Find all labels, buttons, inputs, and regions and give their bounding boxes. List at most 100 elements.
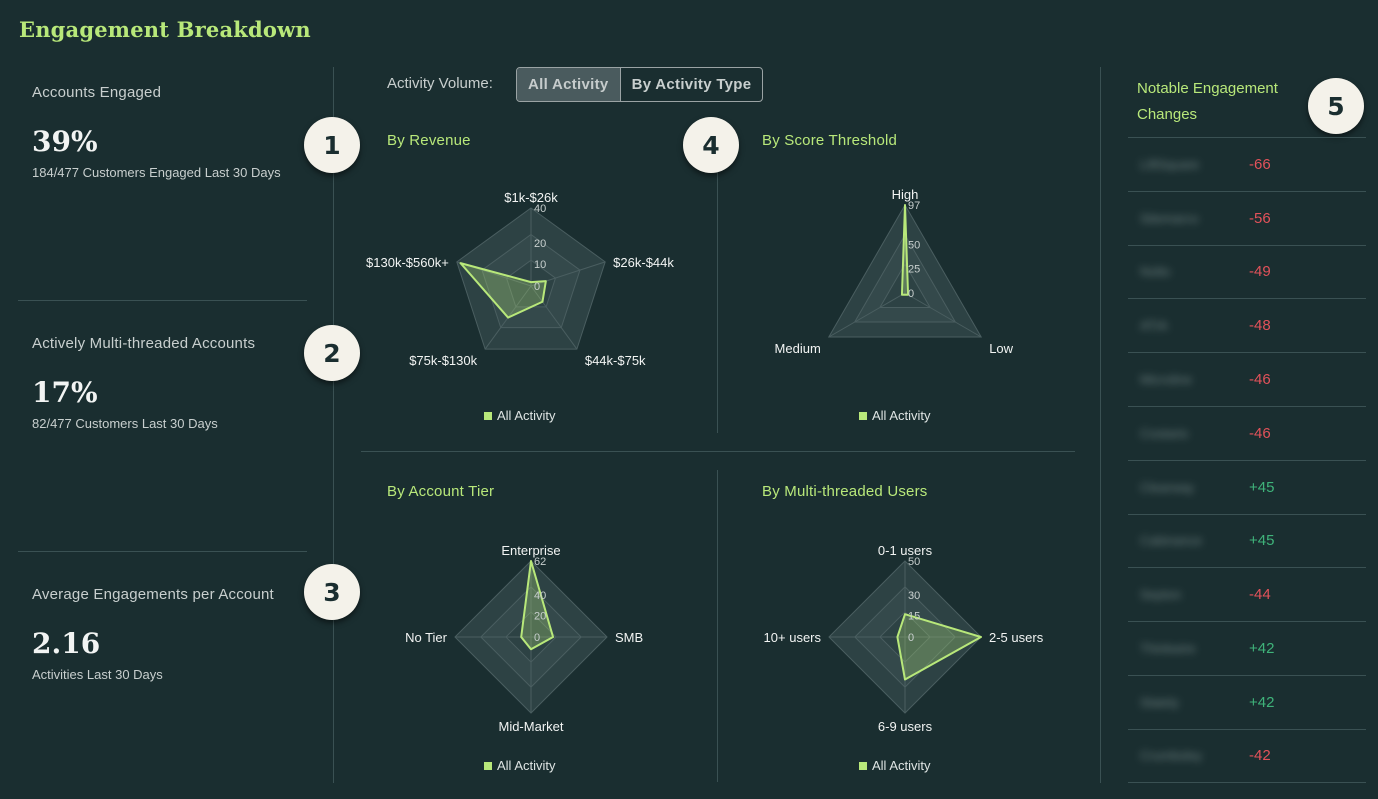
toggle-all-activity[interactable]: All Activity <box>517 68 621 101</box>
list-item[interactable]: Nolto -49 <box>1128 244 1366 299</box>
engagement-delta: -66 <box>1249 155 1271 173</box>
list-item[interactable]: Slately +42 <box>1128 674 1366 729</box>
grid-spoke <box>530 285 578 350</box>
legend-revenue[interactable]: All Activity <box>484 408 556 423</box>
metric-label: Average Engagements per Account <box>32 586 274 603</box>
legend-score[interactable]: All Activity <box>859 408 931 423</box>
list-item[interactable]: Costario -46 <box>1128 405 1366 460</box>
category-label: SMB <box>615 630 643 645</box>
account-name: Septon <box>1140 587 1182 603</box>
category-label: 0-1 users <box>878 543 933 558</box>
tick-label: 0 <box>534 281 540 293</box>
notable-changes-title: Notable Engagement Changes <box>1137 76 1297 128</box>
divider <box>361 451 1075 452</box>
tick-label: 15 <box>908 611 920 623</box>
category-label: Mid-Market <box>498 719 563 734</box>
badge-3: 3 <box>304 564 360 620</box>
legend-label: All Activity <box>872 758 931 773</box>
badge-4: 4 <box>683 117 739 173</box>
category-label: High <box>892 187 919 202</box>
list-item[interactable]: Septon -44 <box>1128 567 1366 621</box>
series-area <box>459 262 547 319</box>
metric-sub: 184/477 Customers Engaged Last 30 Days <box>32 165 281 180</box>
list-item[interactable]: LiftSquare -66 <box>1128 137 1366 191</box>
tick-label: 20 <box>534 238 546 250</box>
category-label: $26k-$44k <box>613 255 674 270</box>
engagement-delta: +45 <box>1249 478 1275 496</box>
divider <box>717 470 718 782</box>
category-label: $75k-$130k <box>409 353 477 368</box>
legend-swatch <box>859 761 867 770</box>
tick-label: 50 <box>908 240 920 252</box>
divider <box>1100 67 1101 783</box>
list-item[interactable]: Sitemarco -56 <box>1128 190 1366 245</box>
metric-sub: Activities Last 30 Days <box>32 667 163 682</box>
category-label: No Tier <box>405 630 448 645</box>
metric-label: Actively Multi-threaded Accounts <box>32 335 256 352</box>
engagement-delta: -49 <box>1249 263 1271 281</box>
account-name: Microline <box>1140 372 1193 388</box>
engagement-delta: -44 <box>1249 586 1271 604</box>
tick-label: 20 <box>534 611 546 623</box>
metric-value: 2.16 <box>32 627 101 660</box>
notable-changes-list: LiftSquare -66 Sitemarco -56 Nolto -49 ATIA -48… <box>1128 137 1366 783</box>
chart-title-multithreaded: By Multi-threaded Users <box>762 483 928 500</box>
radar-chart-multithreaded: 0 15 30 500-1 users 2-5 users 6-9 users 10+ us… <box>764 543 1044 734</box>
list-item[interactable]: Clearway +45 <box>1128 459 1366 514</box>
notable-changes-title-text: Notable Engagement Changes <box>1137 80 1278 123</box>
category-label: Enterprise <box>501 543 560 558</box>
account-name: Cabinance <box>1140 533 1203 549</box>
engagement-delta: +42 <box>1249 693 1275 711</box>
legend-swatch <box>859 411 867 420</box>
tick-label: 30 <box>908 590 920 602</box>
divider <box>18 551 307 552</box>
tick-label: 40 <box>534 203 546 215</box>
grid-spoke <box>828 292 906 338</box>
legend-tier[interactable]: All Activity <box>484 758 556 773</box>
tick-label: 10 <box>534 259 546 271</box>
list-item[interactable]: ATIA -48 <box>1128 298 1366 352</box>
tick-label: 0 <box>908 288 914 300</box>
legend-label: All Activity <box>497 758 556 773</box>
tick-label: 40 <box>534 590 546 602</box>
legend-swatch <box>484 761 492 770</box>
list-item[interactable]: Thinkwire +42 <box>1128 621 1366 675</box>
badge-2: 2 <box>304 325 360 381</box>
account-name: Crumbsley <box>1140 748 1203 764</box>
engagement-delta: -56 <box>1249 209 1271 227</box>
list-item[interactable]: Microline -46 <box>1128 352 1366 406</box>
chart-title-score: By Score Threshold <box>762 132 898 149</box>
toggle-by-activity-type[interactable]: By Activity Type <box>631 76 752 93</box>
metric-label: Accounts Engaged <box>32 84 162 101</box>
metric-average-engagements: Average Engagements per Account 2.16 Act… <box>32 586 312 681</box>
list-item[interactable]: Cabinance +45 <box>1128 513 1366 568</box>
divider <box>18 300 307 301</box>
list-item[interactable]: Crumbsley -42 <box>1128 728 1366 783</box>
engagement-delta: -46 <box>1249 424 1271 442</box>
grid-spoke <box>904 292 982 338</box>
category-label: Low <box>989 341 1013 356</box>
account-name: Clearway <box>1140 479 1195 495</box>
account-name: Slately <box>1140 694 1180 710</box>
metric-sub: 82/477 Customers Last 30 Days <box>32 416 218 431</box>
engagement-delta: -46 <box>1249 371 1271 389</box>
account-name: Nolto <box>1140 264 1171 280</box>
account-name: Thinkwire <box>1140 641 1196 657</box>
account-name: Sitemarco <box>1140 210 1199 226</box>
category-label: $1k-$26k <box>504 190 558 205</box>
account-name: LiftSquare <box>1140 156 1200 172</box>
divider <box>333 67 334 783</box>
tick-label: 0 <box>908 632 914 644</box>
metric-accounts-engaged: Accounts Engaged 39% 184/477 Customers E… <box>32 84 312 179</box>
metric-value: 17% <box>32 376 98 409</box>
page-title: Engagement Breakdown <box>19 17 311 42</box>
series-area <box>896 613 982 681</box>
chart-title-revenue: By Revenue <box>387 132 471 149</box>
tick-label: 97 <box>908 200 920 212</box>
engagement-delta: +45 <box>1249 532 1275 550</box>
legend-multithreaded[interactable]: All Activity <box>859 758 931 773</box>
tick-label: 50 <box>908 556 920 568</box>
engagement-delta: -48 <box>1249 317 1271 335</box>
